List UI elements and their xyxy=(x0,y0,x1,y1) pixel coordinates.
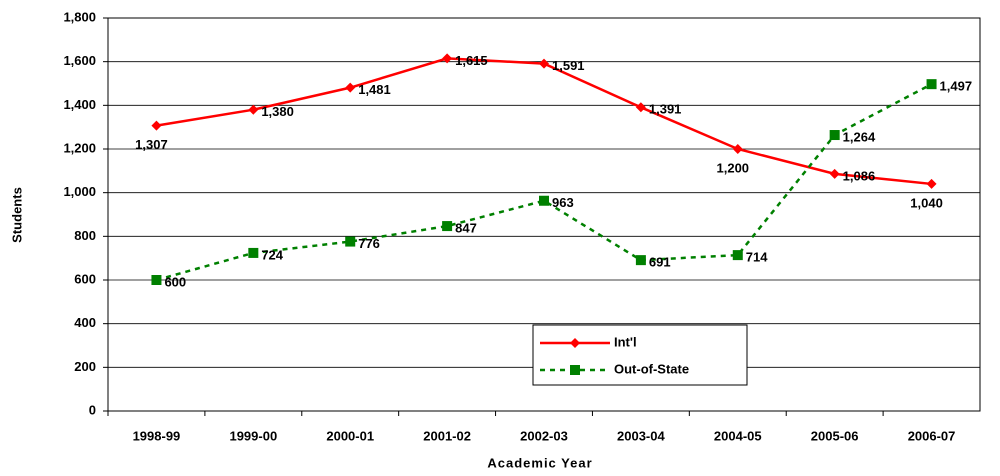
legend-label: Out-of-State xyxy=(614,361,689,376)
legend-marker xyxy=(570,338,580,348)
data-label: 847 xyxy=(455,221,477,236)
data-point xyxy=(539,195,549,206)
plot-border xyxy=(107,17,981,412)
data-point xyxy=(926,79,937,90)
data-point xyxy=(248,104,259,115)
data-point xyxy=(442,53,453,64)
data-label: 691 xyxy=(649,255,671,270)
x-tick-label: 1999-00 xyxy=(229,428,277,443)
data-label: 1,307 xyxy=(135,137,168,152)
y-tick-label: 400 xyxy=(74,315,96,330)
x-axis-title: Academic Year xyxy=(487,455,592,470)
data-label: 1,040 xyxy=(910,195,943,210)
y-tick-label: 1,600 xyxy=(63,53,96,68)
data-label: 776 xyxy=(358,236,380,251)
legend: Int'l Out-of-State xyxy=(532,324,748,386)
series-line xyxy=(156,57,932,186)
x-tick-label: 2006-07 xyxy=(908,428,956,443)
series-line xyxy=(156,83,933,282)
y-tick-label: 1,800 xyxy=(63,9,96,24)
data-label: 1,086 xyxy=(843,168,876,183)
x-tick-label: 2005-06 xyxy=(811,428,859,443)
data-point xyxy=(829,168,840,179)
data-label: 724 xyxy=(261,247,283,262)
x-tick-label: 2001-02 xyxy=(423,428,471,443)
data-label: 1,615 xyxy=(455,53,488,68)
y-tick-label: 1,000 xyxy=(63,184,96,199)
data-label: 963 xyxy=(552,195,574,210)
data-label: 1,591 xyxy=(552,58,585,73)
y-tick-label: 200 xyxy=(74,359,96,374)
y-tick-label: 800 xyxy=(74,228,96,243)
data-point xyxy=(345,236,356,247)
data-point xyxy=(732,250,743,261)
data-label: 1,391 xyxy=(649,102,682,117)
y-tick-label: 1,200 xyxy=(63,140,96,155)
data-point xyxy=(635,102,646,113)
x-tick-label: 1998-99 xyxy=(133,428,181,443)
data-label: 1,380 xyxy=(261,104,294,119)
legend-marker xyxy=(570,365,580,375)
data-point xyxy=(635,255,646,266)
data-label: 1,481 xyxy=(358,82,391,97)
x-tick-label: 2003-04 xyxy=(617,428,665,443)
data-point xyxy=(248,247,259,258)
x-tick-label: 2000-01 xyxy=(326,428,374,443)
x-tick-label: 2002-03 xyxy=(520,428,568,443)
data-point xyxy=(151,120,162,131)
x-tick-label: 2004-05 xyxy=(714,428,762,443)
data-point xyxy=(442,221,453,232)
data-label: 600 xyxy=(164,274,186,289)
data-point xyxy=(345,82,356,93)
data-label: 1,264 xyxy=(843,129,876,144)
data-label: 1,497 xyxy=(940,79,973,94)
y-tick-label: 1,400 xyxy=(63,97,96,112)
data-point xyxy=(829,130,840,141)
data-point xyxy=(539,58,549,69)
data-point xyxy=(151,275,162,285)
legend-label: Int'l xyxy=(614,334,637,349)
data-label: 1,200 xyxy=(717,160,750,175)
data-point xyxy=(732,144,743,154)
y-tick-label: 0 xyxy=(89,402,96,417)
legend-box xyxy=(532,324,748,386)
data-point xyxy=(926,178,937,189)
y-tick-label: 600 xyxy=(74,271,96,286)
data-label: 714 xyxy=(746,250,768,265)
y-axis-title: Students xyxy=(9,187,24,243)
